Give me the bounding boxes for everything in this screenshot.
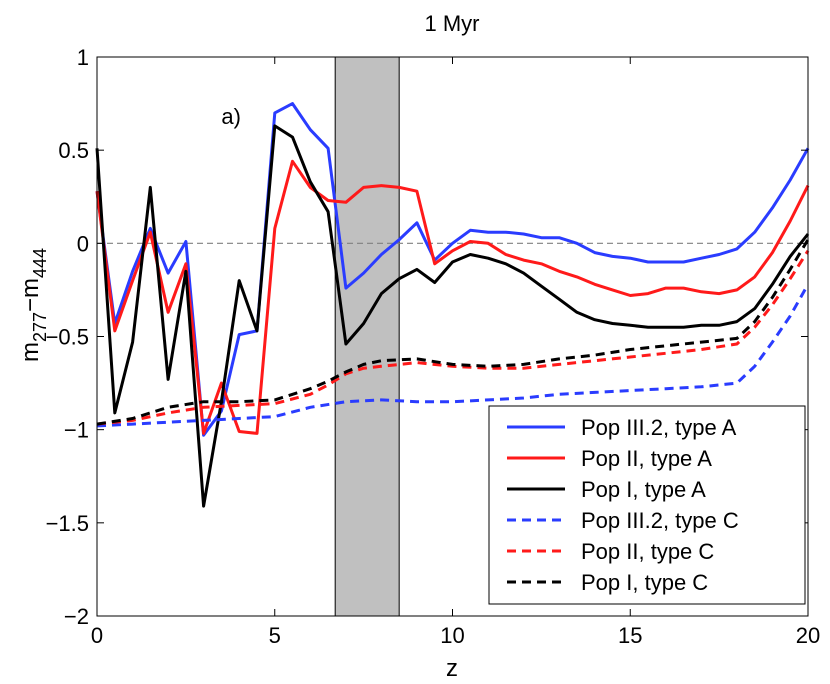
tick-layer: 0 5 10 15 20 −2 −1.5 −1 −0.5 0 0.5 1 xyxy=(46,45,821,648)
series-line-4 xyxy=(96,283,810,428)
y-tick-label: −2 xyxy=(64,604,89,629)
x-tick-label: 20 xyxy=(796,623,820,648)
y-tick-label: 0 xyxy=(77,231,89,256)
legend-label-1: Pop III.2, type A xyxy=(581,415,737,440)
y-label-base2: m xyxy=(17,278,44,298)
y-axis-label: m277−m444 xyxy=(17,248,50,362)
x-tick-label: 10 xyxy=(440,623,464,648)
series-line-3 xyxy=(95,124,810,508)
y-tick-label: −1 xyxy=(64,418,89,443)
legend-label-2: Pop II, type A xyxy=(581,446,712,471)
panel-label: a) xyxy=(221,104,241,129)
legend-label-3: Pop I, type A xyxy=(581,477,706,502)
legend-label-5: Pop II, type C xyxy=(581,539,714,564)
series-layer xyxy=(95,102,810,508)
svg-text:m277−m444: m277−m444 xyxy=(17,248,50,362)
series-line-2 xyxy=(95,159,810,435)
series-line-1 xyxy=(95,102,810,437)
legend-box xyxy=(488,405,806,605)
x-axis-label: z xyxy=(446,655,458,682)
y-tick-label: −1.5 xyxy=(46,511,89,536)
x-tick-label: 0 xyxy=(91,623,103,648)
legend: Pop III.2, type A Pop II, type A Pop I, ty… xyxy=(488,405,806,605)
y-tick-label: 0.5 xyxy=(58,138,89,163)
series-line-5 xyxy=(96,249,810,426)
legend-label-4: Pop III.2, type C xyxy=(581,508,739,533)
chart-title: 1 Myr xyxy=(425,11,480,36)
y-tick-label: 1 xyxy=(77,45,89,70)
series-line-6 xyxy=(96,238,810,426)
x-tick-label: 15 xyxy=(618,623,642,648)
y-tick-label: −0.5 xyxy=(46,325,89,350)
legend-label-6: Pop I, type C xyxy=(581,570,708,595)
y-label-base: m xyxy=(17,342,44,362)
x-tick-label: 5 xyxy=(269,623,281,648)
y-label-sub2: 444 xyxy=(30,248,50,278)
y-label-sub1: 277 xyxy=(30,312,50,342)
y-label-minus: − xyxy=(17,298,44,312)
